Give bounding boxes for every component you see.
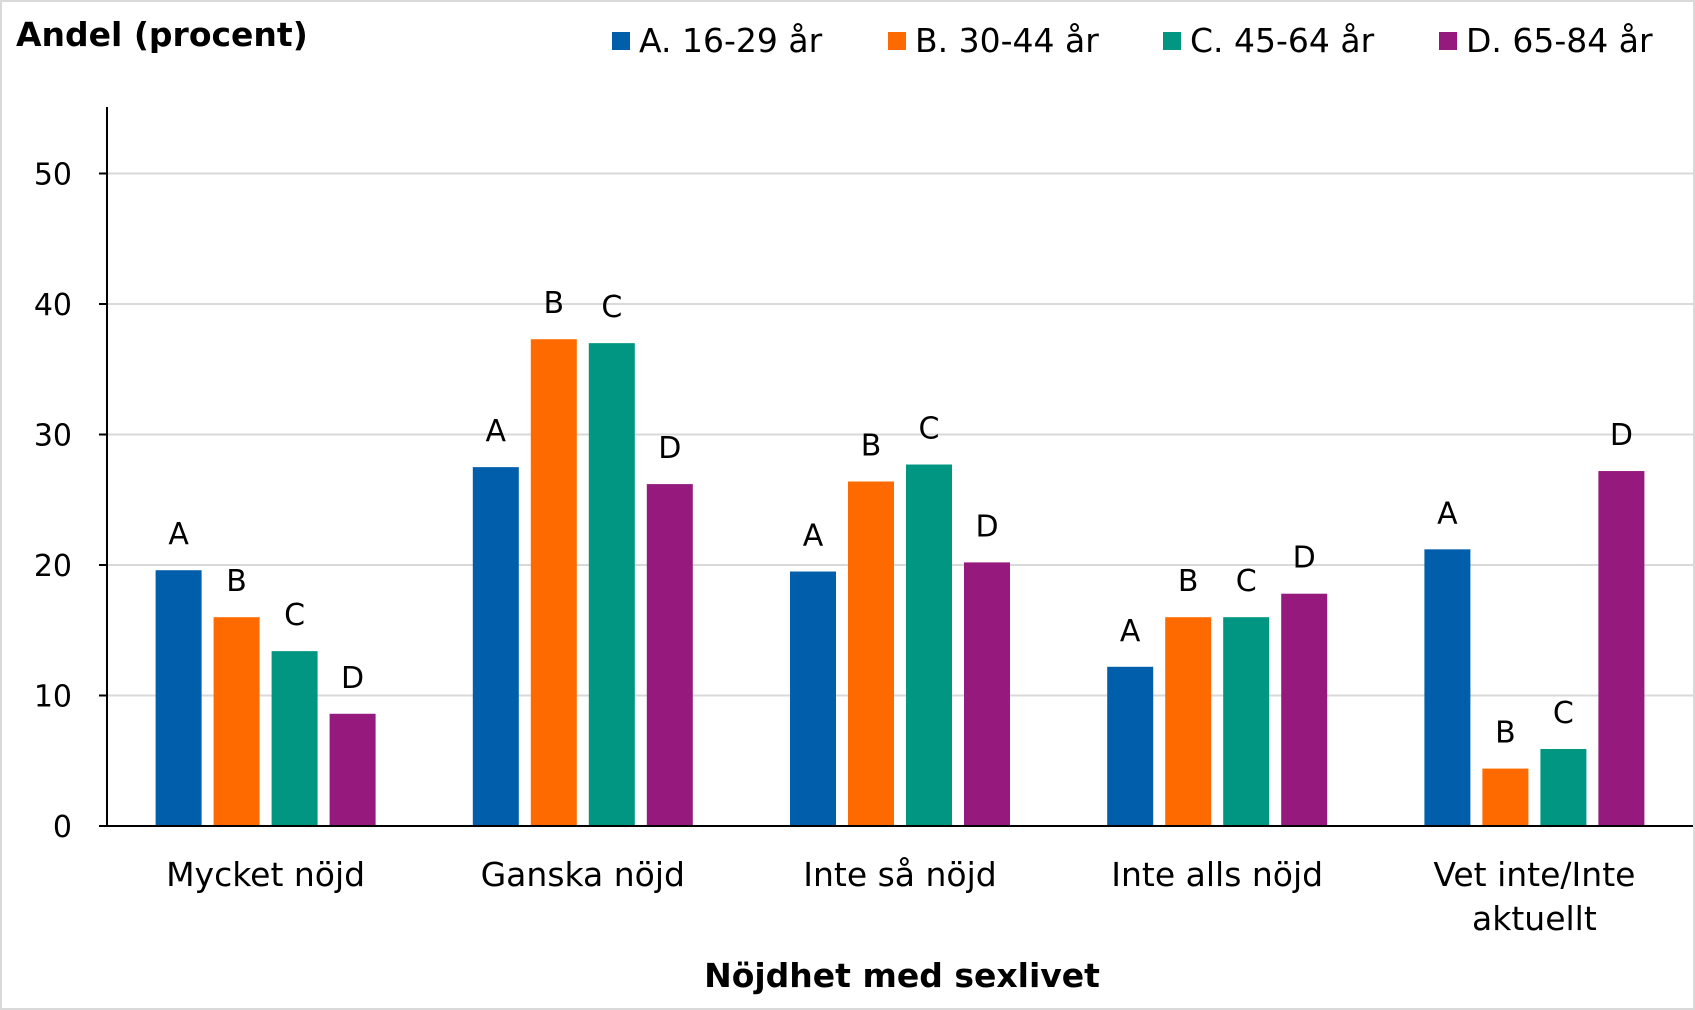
bar (271, 651, 318, 826)
x-tick-label: Mycket nöjd (166, 855, 365, 894)
legend-swatch (888, 32, 906, 50)
bar (530, 339, 577, 826)
bar (646, 484, 693, 826)
bar (1107, 666, 1154, 826)
bar-series-letter: A (168, 517, 189, 552)
bar-series-letter: C (284, 598, 305, 633)
bar (1424, 549, 1471, 826)
bar (790, 571, 836, 826)
bar-series-letter: C (1553, 696, 1574, 731)
bar (155, 570, 202, 826)
bar-series-letter: D (1293, 541, 1316, 576)
bar-series-letter: D (341, 661, 364, 696)
legend-item[interactable]: B. 30-44 år (888, 21, 1099, 60)
x-axis-title: Nöjdhet med sexlivet (704, 956, 1100, 995)
bar-series-letter: B (1178, 564, 1199, 599)
legend-label: C. 45-64 år (1190, 21, 1375, 60)
legend-swatch (1163, 32, 1181, 50)
legend-item[interactable]: C. 45-64 år (1163, 21, 1375, 60)
bar-series-letter: A (803, 519, 824, 554)
bar (1223, 617, 1270, 826)
bar (848, 481, 894, 826)
axes-layer: 0 10 20 30 40 50 Mycket nöjd Ganska nöjd Inte så… (34, 107, 1693, 938)
bar-series-letter: B (861, 428, 882, 463)
bar-series-letter: C (919, 412, 940, 447)
legend-swatch (612, 32, 630, 50)
bar (472, 467, 519, 826)
bar-series-letter: A (1437, 496, 1458, 531)
legend-label: B. 30-44 år (915, 21, 1099, 60)
bar-series-letter: A (486, 414, 507, 449)
bar-series-letter: D (658, 431, 681, 466)
legend-label: A. 16-29 år (639, 21, 823, 60)
bar-series-letter: B (1495, 716, 1516, 751)
y-tick-label: 30 (34, 419, 72, 454)
bar (329, 713, 376, 826)
bar (213, 617, 260, 826)
x-tick-label: Vet inte/Inte aktuellt (1433, 855, 1635, 938)
bar (906, 464, 952, 826)
bar-series-letter: B (226, 564, 247, 599)
y-tick-label: 40 (34, 288, 72, 323)
bar (1598, 471, 1645, 826)
bar (964, 562, 1010, 826)
bar-series-letter: C (1236, 564, 1257, 599)
legend-swatch (1439, 32, 1457, 50)
x-tick-label: Ganska nöjd (481, 855, 685, 894)
x-tick-label: Inte alls nöjd (1111, 855, 1323, 894)
bars-layer (155, 339, 1645, 826)
bar-series-letter: D (975, 509, 998, 544)
bar (1281, 593, 1328, 826)
bar (1482, 768, 1529, 826)
x-tick-label: Inte så nöjd (803, 855, 997, 894)
bar-series-letter: C (601, 290, 622, 325)
y-axis-title: Andel (procent) (16, 15, 308, 54)
y-tick-label: 20 (34, 549, 72, 584)
y-tick-label: 0 (53, 810, 72, 845)
bar-series-letter: A (1120, 614, 1141, 649)
legend-item[interactable]: A. 16-29 år (612, 21, 823, 60)
bar (1165, 617, 1212, 826)
legend-label: D. 65-84 år (1466, 21, 1653, 60)
bar-series-letter: B (544, 286, 565, 321)
y-tick-label: 10 (34, 680, 72, 715)
bar (588, 343, 635, 826)
legend-item[interactable]: D. 65-84 år (1439, 21, 1653, 60)
bar-series-letter: D (1610, 418, 1633, 453)
bar (1540, 749, 1587, 826)
bar-labels-layer: A B C D A B C D A B C D A B C D A B C D (168, 286, 1633, 750)
legend[interactable]: A. 16-29 år B. 30-44 år C. 45-64 år D. 65-8… (612, 21, 1653, 60)
y-tick-label: 50 (34, 158, 72, 193)
